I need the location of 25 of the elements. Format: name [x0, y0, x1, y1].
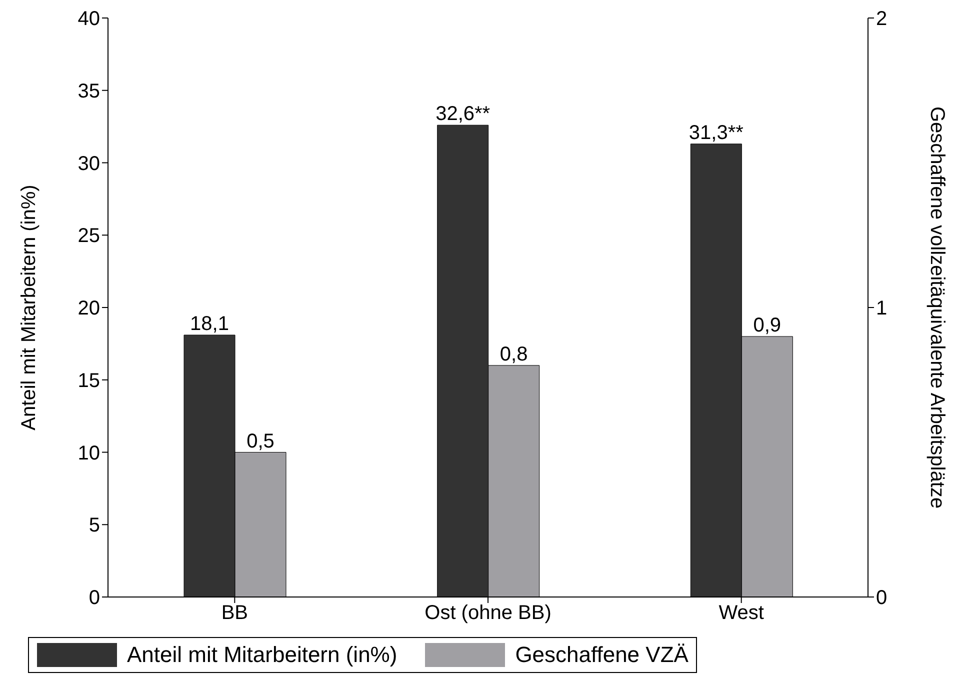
y-tick-label: 15 — [78, 370, 100, 392]
legend-label: Geschaffene VZÄ — [515, 642, 688, 668]
y-tick-label: 35 — [78, 80, 100, 102]
y2-tick-label: 0 — [876, 587, 888, 610]
data-label: 0,9 — [753, 314, 782, 336]
data-label: 18,1 — [190, 313, 229, 336]
data-label: 0,5 — [246, 430, 274, 452]
y2-tick-label: 1 — [876, 298, 888, 320]
y-tick-label: 5 — [88, 514, 100, 537]
x-tick-label: BB — [221, 602, 248, 624]
y-tick-label: 25 — [78, 225, 100, 248]
y-tick-label: 0 — [88, 587, 100, 610]
x-tick-label: Ost (ohne BB) — [424, 602, 552, 624]
y-axis-title: Anteil mit Mitarbeitern (in%) — [18, 184, 40, 430]
y-tick-label: 40 — [78, 8, 100, 30]
y2-tick-label: 2 — [876, 8, 888, 30]
legend-label: Anteil mit Mitarbeitern (in%) — [127, 642, 398, 668]
x-tick-label: West — [718, 602, 764, 624]
y2-axis-title: Geschaffene vollzeitäquivalente Arbeitsplätze — [926, 106, 948, 509]
data-label: 0,8 — [500, 343, 528, 366]
y-tick-label: 10 — [78, 442, 100, 464]
data-label: 32,6** — [436, 103, 490, 126]
y-tick-label: 20 — [78, 298, 100, 320]
y-tick-label: 30 — [78, 152, 100, 175]
data-label: 31,3** — [688, 122, 744, 144]
